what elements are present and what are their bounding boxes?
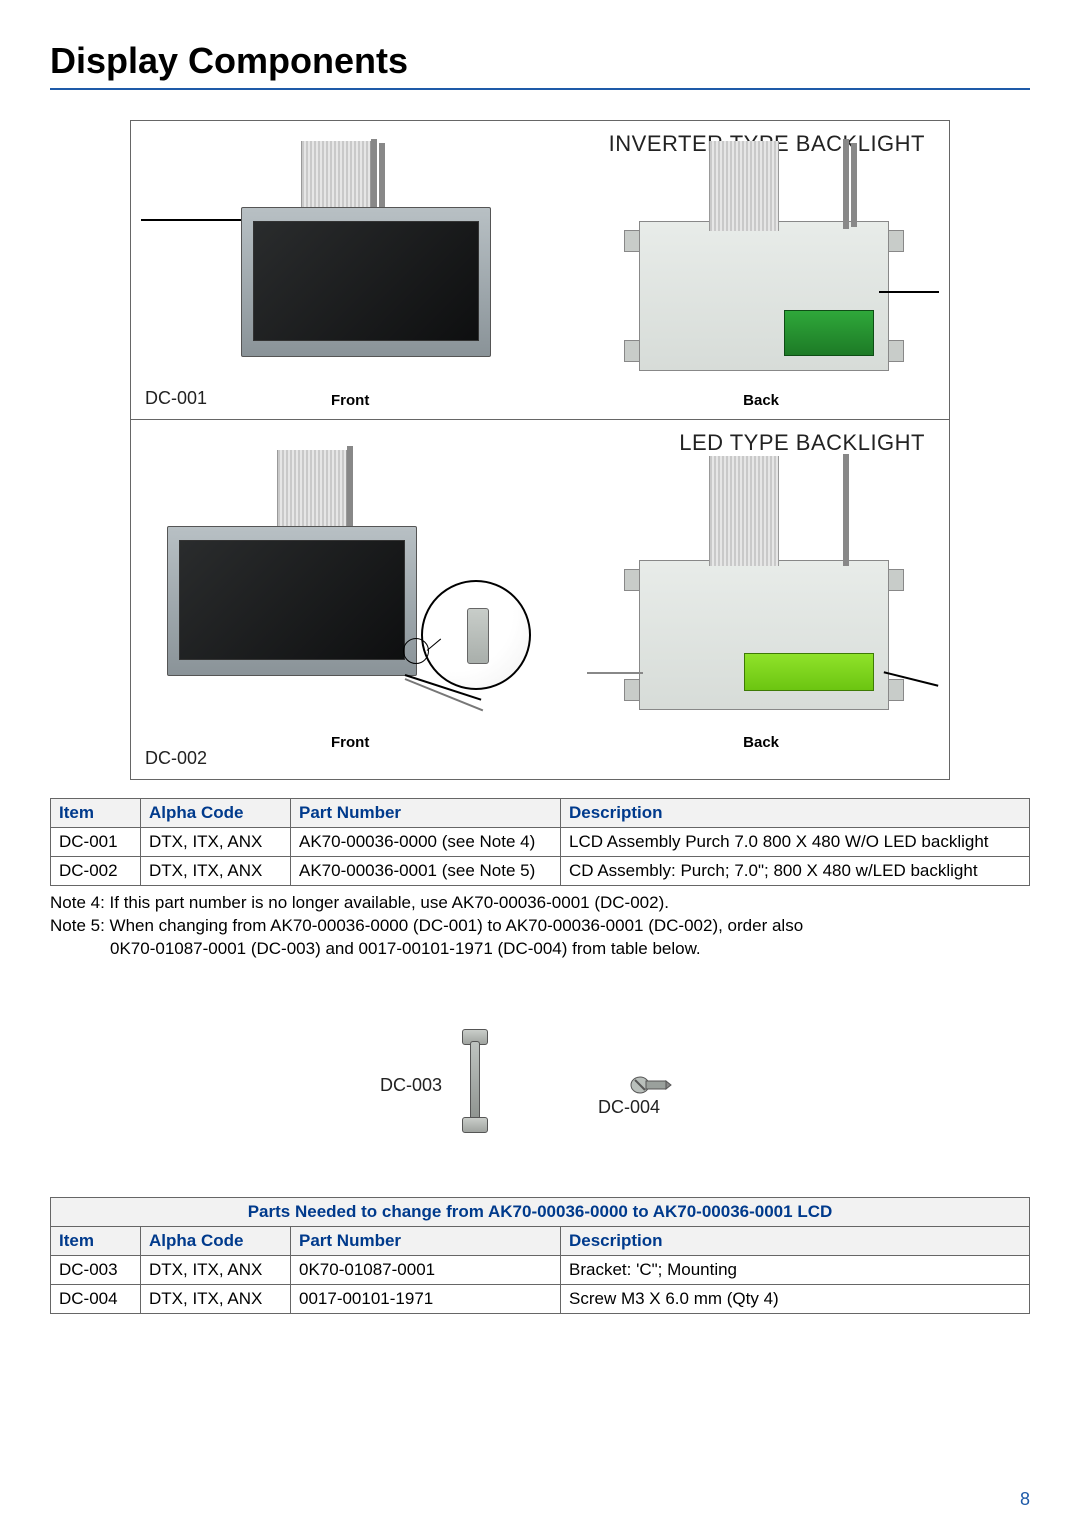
- zoom-inset: [421, 580, 531, 690]
- ribbon-cable-icon: [277, 450, 347, 530]
- caption-front: Front: [331, 392, 369, 409]
- col-desc: Description: [561, 799, 1030, 828]
- cell-part: AK70-00036-0000 (see Note 4): [291, 828, 561, 857]
- col-alpha: Alpha Code: [141, 1226, 291, 1255]
- table-title: Parts Needed to change from AK70-00036-0…: [51, 1197, 1030, 1226]
- cell-alpha: DTX, ITX, ANX: [141, 1284, 291, 1313]
- col-desc: Description: [561, 1226, 1030, 1255]
- ribbon-tab-icon: [843, 454, 849, 566]
- notes-block: Note 4: If this part number is no longer…: [50, 892, 1030, 961]
- cell-part: AK70-00036-0001 (see Note 5): [291, 857, 561, 886]
- cell-item: DC-002: [51, 857, 141, 886]
- ribbon-tab-icon: [843, 139, 849, 229]
- label-screw: DC-004: [598, 1097, 660, 1118]
- cell-item: DC-001: [51, 828, 141, 857]
- col-part: Part Number: [291, 799, 561, 828]
- note-5-line1: Note 5: When changing from AK70-00036-00…: [50, 915, 1030, 938]
- pcb-inverter: [784, 310, 874, 356]
- table-header-row: Item Alpha Code Part Number Description: [51, 799, 1030, 828]
- cell-part: 0K70-01087-0001: [291, 1255, 561, 1284]
- cell-alpha: DTX, ITX, ANX: [141, 1255, 291, 1284]
- cell-part: 0017-00101-1971: [291, 1284, 561, 1313]
- small-parts-figure: DC-003 DC-004: [340, 1031, 740, 1171]
- cell-desc: Screw M3 X 6.0 mm (Qty 4): [561, 1284, 1030, 1313]
- panel-heading: LED TYPE BACKLIGHT: [679, 430, 925, 456]
- diagram-group: INVERTER TYPE BACKLIGHT Front: [130, 120, 950, 780]
- cell-item: DC-003: [51, 1255, 141, 1284]
- col-alpha: Alpha Code: [141, 799, 291, 828]
- lcd-front-inverter: [171, 151, 491, 371]
- lcd-screen: [253, 221, 479, 341]
- mount-tab-icon: [624, 230, 640, 252]
- caption-back: Back: [743, 392, 779, 409]
- cell-item: DC-004: [51, 1284, 141, 1313]
- table-title-row: Parts Needed to change from AK70-00036-0…: [51, 1197, 1030, 1226]
- wire-icon: [879, 291, 939, 293]
- mount-tab-icon: [624, 679, 640, 701]
- ribbon-cable-icon: [301, 141, 371, 211]
- diagram-panel-led: LED TYPE BACKLIGHT Front: [130, 420, 950, 780]
- note-5-line2: 0K70-01087-0001 (DC-003) and 0017-00101-…: [50, 938, 1030, 961]
- label-bracket: DC-003: [380, 1075, 442, 1096]
- parts-table-change: Parts Needed to change from AK70-00036-0…: [50, 1197, 1030, 1314]
- table-row: DC-004 DTX, ITX, ANX 0017-00101-1971 Scr…: [51, 1284, 1030, 1313]
- page-number: 8: [1020, 1489, 1030, 1510]
- lcd-back-inverter: [639, 221, 889, 371]
- ribbon-tab-icon: [851, 143, 857, 227]
- pcb-led: [744, 653, 874, 691]
- lcd-front-led: [147, 450, 467, 710]
- wire-icon: [141, 219, 251, 221]
- page-title: Display Components: [50, 40, 1030, 82]
- caption-front: Front: [331, 734, 369, 751]
- mount-tab-icon: [624, 569, 640, 591]
- note-4: Note 4: If this part number is no longer…: [50, 892, 1030, 915]
- table-row: DC-002 DTX, ITX, ANX AK70-00036-0001 (se…: [51, 857, 1030, 886]
- caption-back: Back: [743, 734, 779, 751]
- table-row: DC-003 DTX, ITX, ANX 0K70-01087-0001 Bra…: [51, 1255, 1030, 1284]
- col-item: Item: [51, 799, 141, 828]
- table-header-row: Item Alpha Code Part Number Description: [51, 1226, 1030, 1255]
- cell-alpha: DTX, ITX, ANX: [141, 857, 291, 886]
- table-row: DC-001 DTX, ITX, ANX AK70-00036-0000 (se…: [51, 828, 1030, 857]
- ribbon-cable-icon: [709, 141, 779, 231]
- panel-item-label: DC-002: [145, 748, 207, 769]
- title-rule: [50, 88, 1030, 90]
- col-part: Part Number: [291, 1226, 561, 1255]
- wire-icon: [587, 672, 643, 674]
- mount-tab-icon: [888, 679, 904, 701]
- ribbon-cable-icon: [709, 456, 779, 566]
- mount-tab-icon: [888, 569, 904, 591]
- cell-desc: Bracket: 'C"; Mounting: [561, 1255, 1030, 1284]
- diagram-panel-inverter: INVERTER TYPE BACKLIGHT Front: [130, 120, 950, 420]
- ribbon-tab-icon: [371, 139, 377, 211]
- ribbon-tab-icon: [347, 446, 353, 530]
- col-item: Item: [51, 1226, 141, 1255]
- mount-tab-icon: [624, 340, 640, 362]
- bracket-icon: [460, 1031, 490, 1131]
- lcd-back-led: [639, 560, 889, 710]
- lcd-screen: [179, 540, 405, 660]
- ribbon-tab-icon: [379, 143, 385, 209]
- cell-desc: LCD Assembly Purch 7.0 800 X 480 W/O LED…: [561, 828, 1030, 857]
- mount-tab-icon: [888, 340, 904, 362]
- parts-table-main: Item Alpha Code Part Number Description …: [50, 798, 1030, 886]
- cell-desc: CD Assembly: Purch; 7.0"; 800 X 480 w/LE…: [561, 857, 1030, 886]
- mount-tab-icon: [888, 230, 904, 252]
- bracket-icon: [467, 608, 489, 664]
- panel-item-label: DC-001: [145, 388, 207, 409]
- cell-alpha: DTX, ITX, ANX: [141, 828, 291, 857]
- callout-source-icon: [403, 638, 429, 664]
